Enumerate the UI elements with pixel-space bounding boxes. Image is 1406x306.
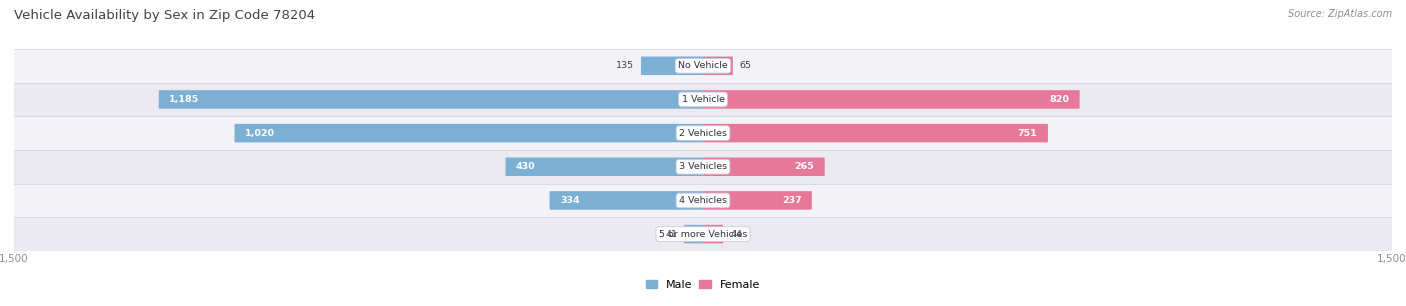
- Text: 5 or more Vehicles: 5 or more Vehicles: [659, 230, 747, 239]
- Bar: [14, 83, 1392, 116]
- Text: 265: 265: [794, 162, 814, 171]
- FancyBboxPatch shape: [550, 191, 703, 210]
- FancyBboxPatch shape: [506, 158, 703, 176]
- Text: 3 Vehicles: 3 Vehicles: [679, 162, 727, 171]
- Text: 1,185: 1,185: [169, 95, 200, 104]
- Text: 237: 237: [782, 196, 801, 205]
- Text: Vehicle Availability by Sex in Zip Code 78204: Vehicle Availability by Sex in Zip Code …: [14, 9, 315, 22]
- FancyBboxPatch shape: [159, 90, 703, 109]
- Text: 751: 751: [1018, 129, 1038, 138]
- Bar: [14, 116, 1392, 150]
- Text: 135: 135: [616, 61, 634, 70]
- Text: 820: 820: [1049, 95, 1070, 104]
- FancyBboxPatch shape: [235, 124, 703, 142]
- FancyBboxPatch shape: [703, 158, 825, 176]
- Text: Source: ZipAtlas.com: Source: ZipAtlas.com: [1288, 9, 1392, 19]
- Text: 1,020: 1,020: [245, 129, 274, 138]
- FancyBboxPatch shape: [703, 57, 733, 75]
- Text: 1 Vehicle: 1 Vehicle: [682, 95, 724, 104]
- FancyBboxPatch shape: [703, 191, 811, 210]
- Bar: [14, 217, 1392, 251]
- Text: 65: 65: [740, 61, 752, 70]
- FancyBboxPatch shape: [703, 124, 1047, 142]
- Text: 44: 44: [730, 230, 742, 239]
- FancyBboxPatch shape: [641, 57, 703, 75]
- Text: 41: 41: [665, 230, 678, 239]
- Text: 4 Vehicles: 4 Vehicles: [679, 196, 727, 205]
- Bar: [14, 150, 1392, 184]
- FancyBboxPatch shape: [703, 225, 723, 243]
- FancyBboxPatch shape: [685, 225, 703, 243]
- Bar: [14, 49, 1392, 83]
- Text: No Vehicle: No Vehicle: [678, 61, 728, 70]
- Text: 2 Vehicles: 2 Vehicles: [679, 129, 727, 138]
- Bar: [14, 184, 1392, 217]
- Legend: Male, Female: Male, Female: [647, 280, 759, 290]
- Text: 430: 430: [516, 162, 536, 171]
- Text: 334: 334: [560, 196, 579, 205]
- FancyBboxPatch shape: [703, 90, 1080, 109]
